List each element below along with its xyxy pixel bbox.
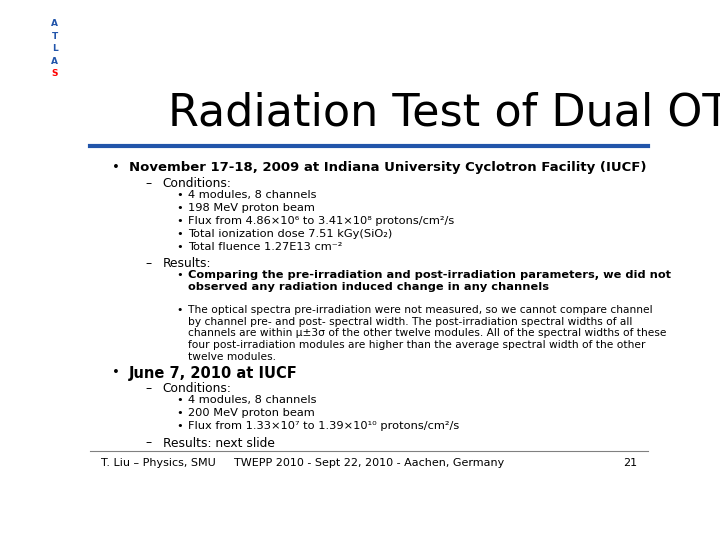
- Text: Total ionization dose 7.51 kGy(SiO₂): Total ionization dose 7.51 kGy(SiO₂): [188, 228, 392, 239]
- Text: TWEPP 2010 - Sept 22, 2010 - Aachen, Germany: TWEPP 2010 - Sept 22, 2010 - Aachen, Ger…: [234, 458, 504, 468]
- Text: –: –: [145, 177, 152, 190]
- Text: A: A: [51, 19, 58, 29]
- Text: Comparing the pre-irradiation and post-irradiation parameters, we did not
observ: Comparing the pre-irradiation and post-i…: [188, 270, 670, 292]
- Text: •: •: [176, 421, 183, 431]
- Text: •: •: [176, 408, 183, 418]
- Text: –: –: [145, 258, 152, 271]
- Text: –: –: [145, 382, 152, 395]
- Text: June 7, 2010 at IUCF: June 7, 2010 at IUCF: [129, 366, 298, 381]
- Text: •: •: [176, 228, 183, 239]
- Text: T. Liu – Physics, SMU: T. Liu – Physics, SMU: [101, 458, 216, 468]
- Text: 4 modules, 8 channels: 4 modules, 8 channels: [188, 190, 316, 200]
- Text: 21: 21: [623, 458, 637, 468]
- Text: •: •: [176, 395, 183, 405]
- Text: The optical spectra pre-irradiation were not measured, so we cannot compare chan: The optical spectra pre-irradiation were…: [188, 305, 666, 362]
- Text: November 17-18, 2009 at Indiana University Cyclotron Facility (IUCF): November 17-18, 2009 at Indiana Universi…: [129, 161, 647, 174]
- Text: Total fluence 1.27E13 cm⁻²: Total fluence 1.27E13 cm⁻²: [188, 241, 342, 252]
- Text: •: •: [176, 216, 183, 226]
- Text: L: L: [52, 44, 58, 53]
- Text: •: •: [176, 190, 183, 200]
- Text: •: •: [176, 241, 183, 252]
- Text: –: –: [145, 436, 152, 449]
- Text: Results: next slide: Results: next slide: [163, 436, 274, 449]
- Text: •: •: [112, 366, 120, 379]
- Text: •: •: [176, 270, 183, 280]
- Text: Conditions:: Conditions:: [163, 177, 231, 190]
- Text: •: •: [176, 203, 183, 213]
- Text: Flux from 4.86×10⁶ to 3.41×10⁸ protons/cm²/s: Flux from 4.86×10⁶ to 3.41×10⁸ protons/c…: [188, 216, 454, 226]
- Text: Conditions:: Conditions:: [163, 382, 231, 395]
- Text: 200 MeV proton beam: 200 MeV proton beam: [188, 408, 315, 418]
- Text: Results:: Results:: [163, 258, 211, 271]
- Text: Flux from 1.33×10⁷ to 1.39×10¹⁰ protons/cm²/s: Flux from 1.33×10⁷ to 1.39×10¹⁰ protons/…: [188, 421, 459, 431]
- Text: S: S: [52, 69, 58, 78]
- Text: 198 MeV proton beam: 198 MeV proton beam: [188, 203, 315, 213]
- Text: •: •: [112, 161, 120, 174]
- Text: 4 modules, 8 channels: 4 modules, 8 channels: [188, 395, 316, 405]
- Text: Radiation Test of Dual OTX: Radiation Test of Dual OTX: [168, 92, 720, 135]
- Text: T: T: [52, 32, 58, 41]
- Text: •: •: [176, 305, 183, 315]
- Text: A: A: [51, 57, 58, 65]
